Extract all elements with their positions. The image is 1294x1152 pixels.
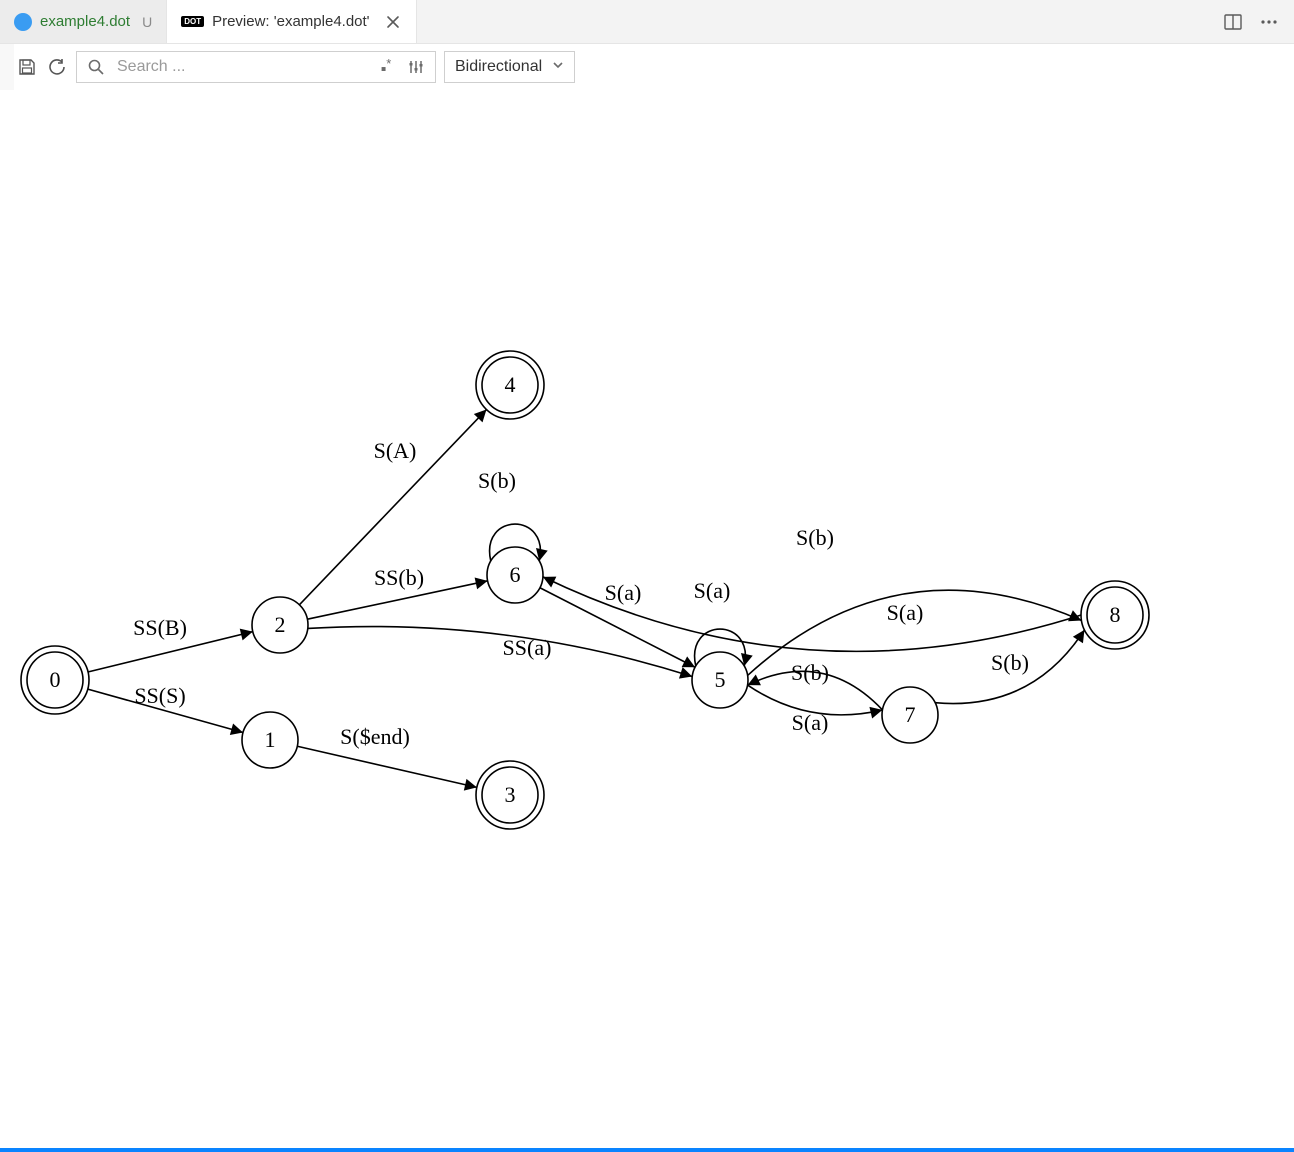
graph-node[interactable]: 5: [692, 652, 748, 708]
node-label: 2: [275, 612, 286, 637]
graph-node[interactable]: 7: [882, 687, 938, 743]
search-input[interactable]: [115, 57, 367, 77]
edge-label: S(b): [796, 525, 834, 550]
tab-preview[interactable]: DOT Preview: 'example4.dot': [167, 0, 416, 43]
close-icon[interactable]: [384, 13, 402, 31]
more-icon[interactable]: [1258, 11, 1280, 33]
edge-label: SS(S): [134, 683, 185, 708]
save-icon[interactable]: [16, 56, 38, 78]
tab-label: Preview: 'example4.dot': [212, 13, 369, 30]
edge-label: S(a): [887, 600, 924, 625]
preview-toolbar: ▪* Bidirectional: [0, 44, 1294, 90]
node-label: 0: [50, 667, 61, 692]
search-box: ▪*: [76, 51, 436, 83]
dot-badge-icon: DOT: [181, 16, 204, 27]
node-label: 4: [505, 372, 516, 397]
node-label: 3: [505, 782, 516, 807]
graph-node[interactable]: 8: [1081, 581, 1149, 649]
edge-label: S(a): [605, 580, 642, 605]
edge-label: S(a): [694, 578, 731, 603]
regex-icon[interactable]: ▪*: [375, 56, 397, 78]
refresh-icon[interactable]: [46, 56, 68, 78]
edge-label: SS(B): [133, 615, 187, 640]
edge-label: SS(a): [503, 635, 552, 660]
sliders-icon[interactable]: [405, 56, 427, 78]
edge-label: S($end): [340, 724, 410, 749]
chevron-down-icon: [552, 58, 564, 76]
node-label: 1: [265, 727, 276, 752]
node-label: 6: [510, 562, 521, 587]
graph-canvas[interactable]: 0 1 2 3 4 5 6 7 8 SS(B) SS(S) S(A) SS(b) SS(a) S($end…: [0, 90, 1294, 1148]
modified-indicator: U: [142, 14, 152, 30]
edge-label: S(b): [478, 468, 516, 493]
direction-select[interactable]: Bidirectional: [444, 51, 575, 83]
split-editor-icon[interactable]: [1222, 11, 1244, 33]
tabbar-right-actions: [1208, 0, 1294, 43]
node-label: 7: [905, 702, 916, 727]
graph-node[interactable]: 3: [476, 761, 544, 829]
graph-node[interactable]: 2: [252, 597, 308, 653]
direction-select-value: Bidirectional: [455, 58, 542, 76]
search-icon: [85, 56, 107, 78]
edge-label: S(b): [991, 650, 1029, 675]
status-bar: [0, 1148, 1294, 1152]
node-label: 5: [715, 667, 726, 692]
tab-bar: example4.dot U DOT Preview: 'example4.do…: [0, 0, 1294, 44]
node-label: 8: [1110, 602, 1121, 627]
dot-file-icon: [14, 13, 32, 31]
edge-label: S(b): [791, 660, 829, 685]
graph-svg: 0 1 2 3 4 5 6 7 8 SS(B) SS(S) S(A) SS(b) SS(a) S($end…: [0, 90, 1294, 1148]
graph-node[interactable]: 1: [242, 712, 298, 768]
tab-example4[interactable]: example4.dot U: [0, 0, 167, 43]
edge-label: SS(b): [374, 565, 424, 590]
edge-label: S(a): [792, 710, 829, 735]
edge-label: S(A): [374, 438, 417, 463]
tab-label: example4.dot: [40, 13, 130, 30]
graph-node[interactable]: 6: [487, 547, 543, 603]
graph-node[interactable]: 4: [476, 351, 544, 419]
graph-node[interactable]: 0: [21, 646, 89, 714]
